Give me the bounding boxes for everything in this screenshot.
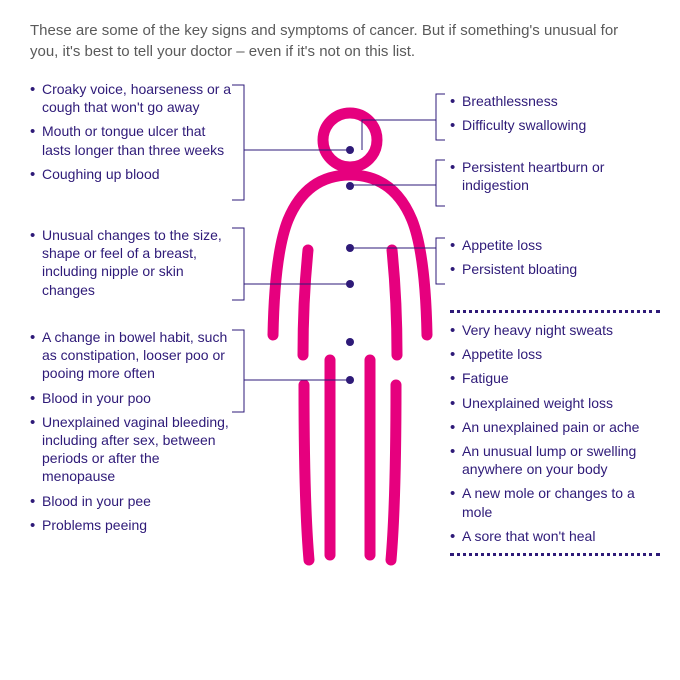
- symptom-item: Unexplained vaginal bleeding, including …: [30, 413, 235, 486]
- symptom-item: Croaky voice, hoarseness or a cough that…: [30, 80, 235, 116]
- divider-dotted: [450, 553, 660, 556]
- symptom-group-abdomen: Appetite loss Persistent bloating: [450, 236, 660, 284]
- symptom-item: Breathlessness: [450, 92, 660, 110]
- symptom-item: A new mole or changes to a mole: [450, 484, 660, 520]
- symptom-item: Unexplained weight loss: [450, 394, 660, 412]
- symptom-item: An unexplained pain or ache: [450, 418, 660, 436]
- symptom-group-lower: A change in bowel habit, such as constip…: [30, 328, 235, 540]
- symptom-item: Coughing up blood: [30, 165, 235, 183]
- symptom-item: Fatigue: [450, 369, 660, 387]
- symptom-group-breast: Unusual changes to the size, shape or fe…: [30, 226, 235, 305]
- divider-dotted: [450, 310, 660, 313]
- symptom-item: Difficulty swallowing: [450, 116, 660, 134]
- symptom-item: Persistent heartburn or indigestion: [450, 158, 660, 194]
- symptom-group-general: Very heavy night sweats Appetite loss Fa…: [450, 302, 660, 564]
- body-figure-icon: [260, 95, 440, 575]
- symptom-item: Mouth or tongue ulcer that lasts longer …: [30, 122, 235, 158]
- symptom-group-chest: Persistent heartburn or indigestion: [450, 158, 660, 200]
- symptom-item: A sore that won't heal: [450, 527, 660, 545]
- symptom-item: A change in bowel habit, such as constip…: [30, 328, 235, 383]
- symptom-item: Problems peeing: [30, 516, 235, 534]
- symptom-item: An unusual lump or swelling anywhere on …: [450, 442, 660, 478]
- symptom-item: Very heavy night sweats: [450, 321, 660, 339]
- symptom-item: Appetite loss: [450, 236, 660, 254]
- symptom-item: Unusual changes to the size, shape or fe…: [30, 226, 235, 299]
- intro-text: These are some of the key signs and symp…: [30, 20, 640, 62]
- symptom-item: Blood in your pee: [30, 492, 235, 510]
- symptom-item: Blood in your poo: [30, 389, 235, 407]
- symptom-group-head: Croaky voice, hoarseness or a cough that…: [30, 80, 235, 189]
- symptom-item: Appetite loss: [450, 345, 660, 363]
- symptom-item: Persistent bloating: [450, 260, 660, 278]
- symptom-group-throat: Breathlessness Difficulty swallowing: [450, 92, 660, 140]
